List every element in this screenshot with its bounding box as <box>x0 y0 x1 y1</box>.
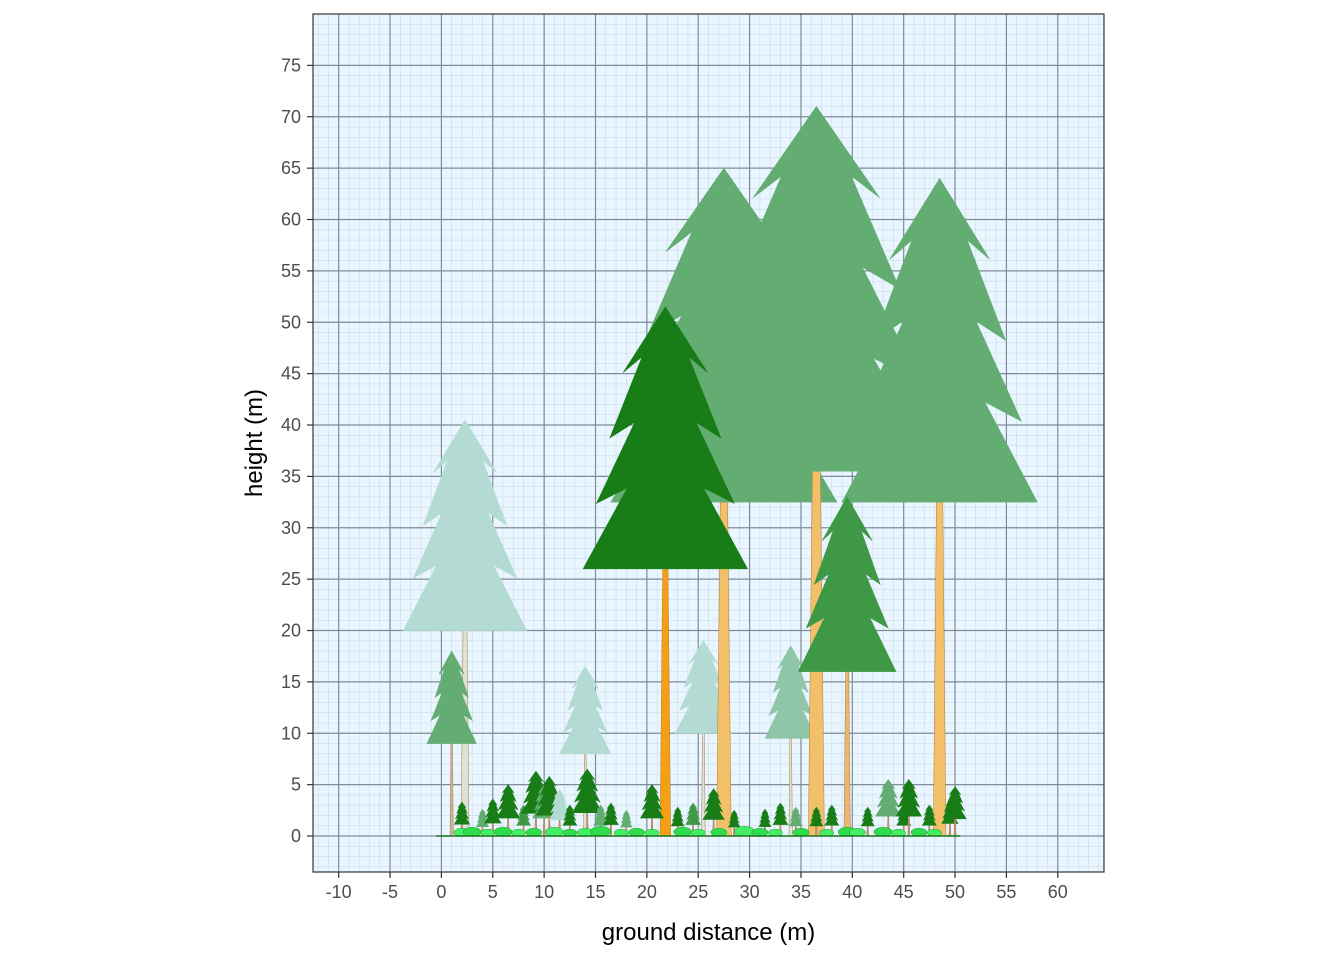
tree-trunk <box>866 825 869 837</box>
tree-crown <box>620 809 633 828</box>
x-tick-label: 0 <box>436 882 446 902</box>
tree-crown <box>841 177 1038 503</box>
tree-2 <box>426 650 477 837</box>
tree-crown <box>875 779 902 817</box>
trees-layer <box>402 105 1038 837</box>
tree-crown <box>895 779 923 817</box>
y-tick-label: 15 <box>281 672 301 692</box>
tree-crown <box>764 645 817 739</box>
shrub-18 <box>751 828 769 837</box>
y-tick-label: 20 <box>281 621 301 641</box>
tree-crown <box>685 802 702 825</box>
tree-crown <box>860 806 875 827</box>
tree-crown <box>809 806 824 827</box>
tree-crown <box>702 788 725 820</box>
y-tick-label: 65 <box>281 158 301 178</box>
y-tick-label: 5 <box>291 775 301 795</box>
tree-crown <box>824 804 840 826</box>
x-tick-label: 45 <box>894 882 914 902</box>
y-tick-label: 35 <box>281 466 301 486</box>
tree-crown <box>772 802 789 825</box>
tree-5 <box>764 645 817 837</box>
tree-crown <box>496 784 521 819</box>
tree-trunk <box>907 816 911 837</box>
tree-9 <box>582 306 749 837</box>
shrub-6 <box>525 828 543 837</box>
tree-10 <box>797 496 897 837</box>
shrub-24 <box>873 827 893 837</box>
tree-crown <box>727 809 741 828</box>
x-axis-ticks: -10 -5 0 5 10 15 20 25 30 35 40 45 50 55 60 <box>326 872 1068 902</box>
tree-crown <box>921 804 937 826</box>
shrub-26 <box>910 828 928 837</box>
tree-trunk <box>953 818 957 837</box>
x-axis-title: ground distance (m) <box>602 919 815 946</box>
y-tick-label: 55 <box>281 261 301 281</box>
tree-crown <box>571 768 603 813</box>
tree-4 <box>674 640 733 837</box>
x-tick-label: 30 <box>740 882 760 902</box>
y-tick-label: 70 <box>281 107 301 127</box>
shrub-12 <box>628 828 645 837</box>
x-tick-label: 50 <box>945 882 965 902</box>
y-tick-label: 45 <box>281 364 301 384</box>
tree-crown <box>943 786 967 820</box>
shrub-4 <box>493 827 513 837</box>
x-tick-label: 15 <box>585 882 605 902</box>
tree-crown <box>402 419 528 631</box>
x-tick-label: 20 <box>637 882 657 902</box>
tree-trunk <box>948 823 952 837</box>
tree-trunk <box>449 743 454 837</box>
tree-crown <box>426 650 477 744</box>
tree-crown <box>559 665 612 755</box>
x-tick-label: -5 <box>382 882 398 902</box>
tree-crown <box>593 804 609 826</box>
shrub-2 <box>462 827 482 837</box>
tree-crown <box>548 789 571 821</box>
tree-crown <box>602 802 619 825</box>
x-tick-label: -10 <box>326 882 352 902</box>
y-tick-label: 75 <box>281 55 301 75</box>
y-tick-label: 30 <box>281 518 301 538</box>
shrub-20 <box>792 828 810 837</box>
tree-crown <box>453 801 471 825</box>
understory-tree-31 <box>943 786 967 837</box>
plot-border <box>312 13 1105 873</box>
tree-crown <box>670 806 685 827</box>
tree-crown <box>797 496 897 672</box>
x-tick-label: 35 <box>791 882 811 902</box>
x-tick-label: 25 <box>688 882 708 902</box>
understory-tree-13 <box>602 802 619 837</box>
x-tick-label: 10 <box>534 882 554 902</box>
shrub-10 <box>590 826 612 837</box>
y-tick-label: 60 <box>281 210 301 230</box>
y-tick-label: 40 <box>281 415 301 435</box>
tree-crown <box>758 808 772 827</box>
tree-crown <box>582 306 749 570</box>
understory-tree-23 <box>809 806 824 837</box>
tree-crown <box>639 784 665 819</box>
shrub-23 <box>849 828 866 837</box>
x-tick-label: 5 <box>488 882 498 902</box>
tree-trunk <box>542 817 546 837</box>
tree-crown <box>674 640 733 734</box>
tree-trunk <box>815 825 818 837</box>
y-tick-label: 10 <box>281 723 301 743</box>
y-tick-label: 25 <box>281 569 301 589</box>
y-axis-ticks: 0 5 10 15 20 25 30 35 40 45 50 55 60 65 70 75 <box>281 55 313 846</box>
shrub-16 <box>710 828 728 837</box>
x-tick-label: 55 <box>996 882 1016 902</box>
y-tick-label: 50 <box>281 312 301 332</box>
shrub-7 <box>545 827 564 837</box>
shrub-17 <box>734 826 755 837</box>
tree-trunk <box>701 733 706 837</box>
shrub-14 <box>673 827 693 837</box>
y-tick-label: 0 <box>291 826 301 846</box>
x-tick-label: 40 <box>842 882 862 902</box>
x-tick-label: 60 <box>1048 882 1068 902</box>
tree-crown <box>788 806 803 827</box>
y-axis-title: height (m) <box>241 389 268 497</box>
